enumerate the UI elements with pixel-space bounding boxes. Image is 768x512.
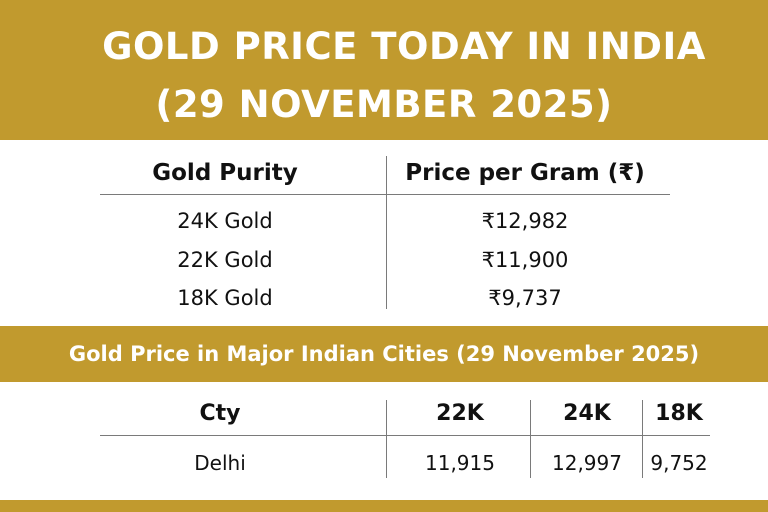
price-column-header: Price per Gram (₹) (405, 160, 645, 186)
purity-cell: 22K Gold (177, 248, 273, 272)
column-divider (386, 156, 387, 309)
22k-column-header: 22K (436, 401, 484, 426)
header-divider (100, 194, 670, 195)
price-cell: ₹12,982 (481, 209, 569, 233)
price-18k-cell: 9,752 (650, 451, 708, 475)
page-title-line-2: (29 NOVEMBER 2025) (155, 83, 613, 126)
city-cell: Delhi (194, 451, 246, 475)
price-24k-cell: 12,997 (552, 451, 622, 475)
header-divider (100, 435, 710, 436)
title-banner: GOLD PRICE TODAY IN INDIA (29 NOVEMBER 2… (0, 0, 768, 140)
purity-cell: 18K Gold (177, 286, 273, 310)
cities-section-banner: Gold Price in Major Indian Cities (29 No… (0, 326, 768, 382)
price-cell: ₹11,900 (481, 248, 569, 272)
price-22k-cell: 11,915 (425, 451, 495, 475)
18k-column-header: 18K (655, 401, 703, 426)
24k-column-header: 24K (563, 401, 611, 426)
purity-column-header: Gold Purity (152, 160, 298, 186)
city-column-header: Cty (199, 401, 241, 426)
cities-section-title: Gold Price in Major Indian Cities (29 No… (68, 342, 700, 366)
column-divider (530, 400, 531, 478)
column-divider (642, 400, 643, 478)
footer-band (0, 500, 768, 512)
column-divider (386, 400, 387, 478)
purity-cell: 24K Gold (177, 209, 273, 233)
price-cell: ₹9,737 (488, 286, 562, 310)
page-title-line-1: GOLD PRICE TODAY IN INDIA (102, 25, 706, 68)
